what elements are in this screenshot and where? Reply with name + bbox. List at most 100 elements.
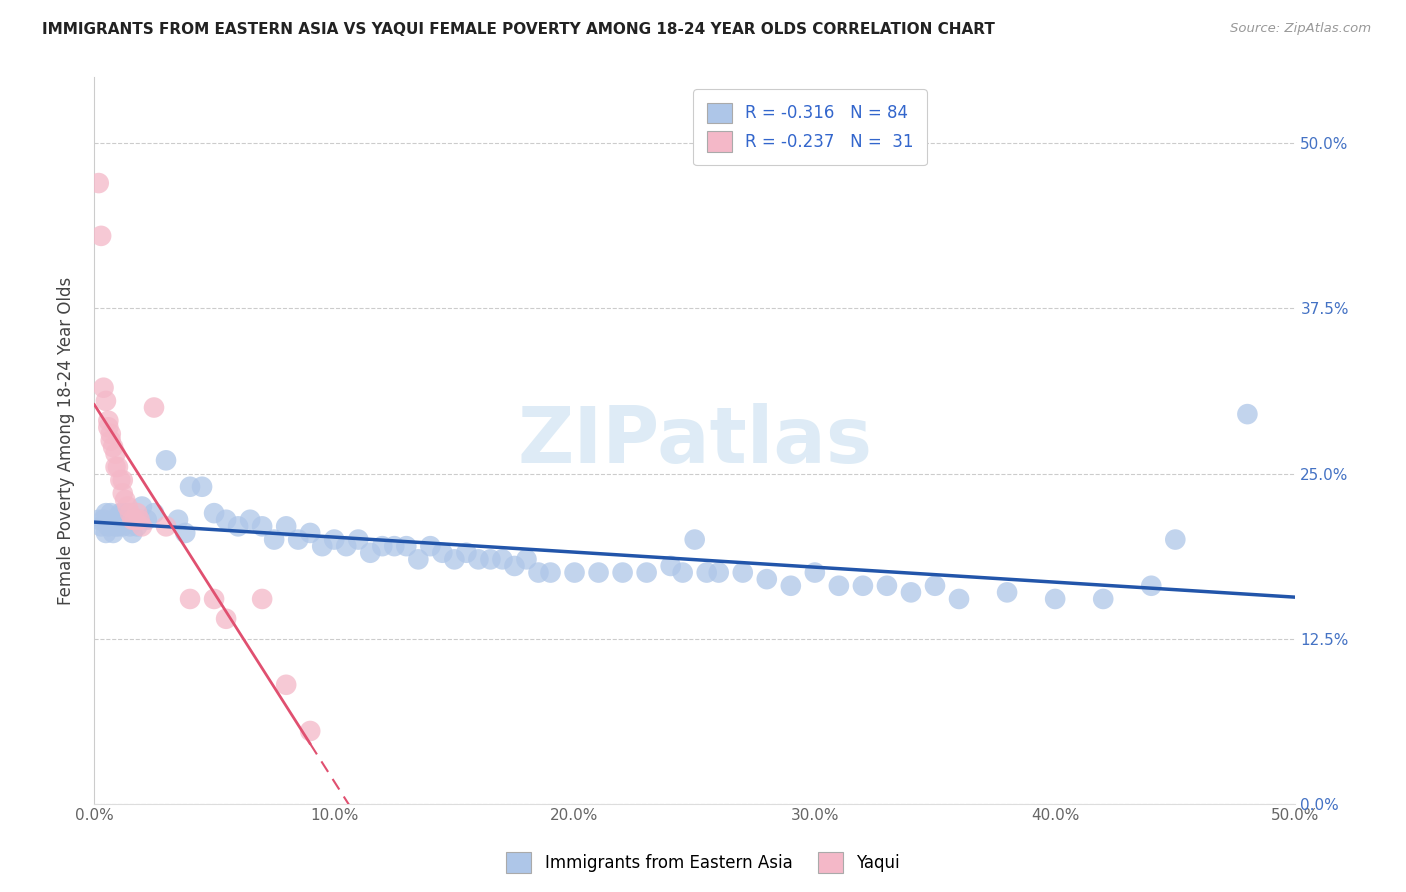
Point xyxy=(371,539,394,553)
Point xyxy=(1140,579,1163,593)
Point xyxy=(107,519,129,533)
Point xyxy=(100,434,122,448)
Point xyxy=(131,500,153,514)
Point xyxy=(479,552,502,566)
Point xyxy=(131,519,153,533)
Point xyxy=(143,506,166,520)
Point xyxy=(97,414,120,428)
Point xyxy=(900,585,922,599)
Point xyxy=(202,591,225,606)
Point xyxy=(335,539,357,553)
Text: Source: ZipAtlas.com: Source: ZipAtlas.com xyxy=(1230,22,1371,36)
Point xyxy=(311,539,333,553)
Y-axis label: Female Poverty Among 18-24 Year Olds: Female Poverty Among 18-24 Year Olds xyxy=(58,277,75,605)
Point xyxy=(491,552,513,566)
Point xyxy=(104,519,127,533)
Point xyxy=(359,546,381,560)
Point xyxy=(263,533,285,547)
Legend: R = -0.316   N = 84, R = -0.237   N =  31: R = -0.316 N = 84, R = -0.237 N = 31 xyxy=(693,89,927,165)
Point xyxy=(636,566,658,580)
Point xyxy=(121,513,143,527)
Point xyxy=(804,566,827,580)
Point xyxy=(876,579,898,593)
Point xyxy=(111,473,134,487)
Point xyxy=(202,506,225,520)
Point xyxy=(117,506,139,520)
Point xyxy=(118,513,141,527)
Point xyxy=(1164,533,1187,547)
Legend: Immigrants from Eastern Asia, Yaqui: Immigrants from Eastern Asia, Yaqui xyxy=(499,846,907,880)
Point xyxy=(467,552,489,566)
Point xyxy=(443,552,465,566)
Point xyxy=(696,566,718,580)
Point xyxy=(612,566,634,580)
Point xyxy=(215,612,238,626)
Point xyxy=(948,591,970,606)
Point xyxy=(127,519,149,533)
Point xyxy=(124,513,146,527)
Point xyxy=(94,525,117,540)
Point xyxy=(419,539,441,553)
Point xyxy=(250,591,273,606)
Point xyxy=(287,533,309,547)
Point xyxy=(564,566,586,580)
Point xyxy=(101,440,124,454)
Point xyxy=(408,552,430,566)
Point xyxy=(456,546,478,560)
Point xyxy=(167,513,190,527)
Point xyxy=(503,558,526,573)
Point xyxy=(90,228,112,243)
Point xyxy=(995,585,1018,599)
Point xyxy=(755,572,778,586)
Point xyxy=(382,539,405,553)
Point xyxy=(135,513,157,527)
Point xyxy=(683,533,706,547)
Point xyxy=(432,546,454,560)
Point xyxy=(128,513,150,527)
Point xyxy=(127,506,149,520)
Point xyxy=(659,558,682,573)
Point xyxy=(395,539,418,553)
Point xyxy=(117,500,139,514)
Point xyxy=(1043,591,1066,606)
Point xyxy=(111,506,134,520)
Point xyxy=(347,533,370,547)
Point xyxy=(118,506,141,520)
Point xyxy=(250,519,273,533)
Point xyxy=(672,566,695,580)
Point xyxy=(104,459,127,474)
Point xyxy=(87,176,110,190)
Point xyxy=(191,480,214,494)
Point xyxy=(540,566,562,580)
Point xyxy=(174,525,197,540)
Point xyxy=(515,552,537,566)
Point xyxy=(1236,407,1258,421)
Point xyxy=(114,513,136,527)
Point xyxy=(299,724,322,739)
Point xyxy=(124,513,146,527)
Point xyxy=(215,513,238,527)
Point xyxy=(276,519,298,533)
Text: ZIPatlas: ZIPatlas xyxy=(517,402,872,478)
Point xyxy=(94,393,117,408)
Point xyxy=(97,420,120,434)
Point xyxy=(588,566,610,580)
Point xyxy=(114,492,136,507)
Point xyxy=(107,459,129,474)
Point xyxy=(100,426,122,441)
Point xyxy=(143,401,166,415)
Point xyxy=(179,480,201,494)
Text: IMMIGRANTS FROM EASTERN ASIA VS YAQUI FEMALE POVERTY AMONG 18-24 YEAR OLDS CORRE: IMMIGRANTS FROM EASTERN ASIA VS YAQUI FE… xyxy=(42,22,995,37)
Point xyxy=(323,533,346,547)
Point xyxy=(101,525,124,540)
Point xyxy=(828,579,851,593)
Point xyxy=(111,486,134,500)
Point xyxy=(104,447,127,461)
Point xyxy=(924,579,946,593)
Point xyxy=(299,525,322,540)
Point xyxy=(93,381,115,395)
Point xyxy=(118,519,141,533)
Point xyxy=(110,473,132,487)
Point xyxy=(527,566,550,580)
Point xyxy=(101,513,124,527)
